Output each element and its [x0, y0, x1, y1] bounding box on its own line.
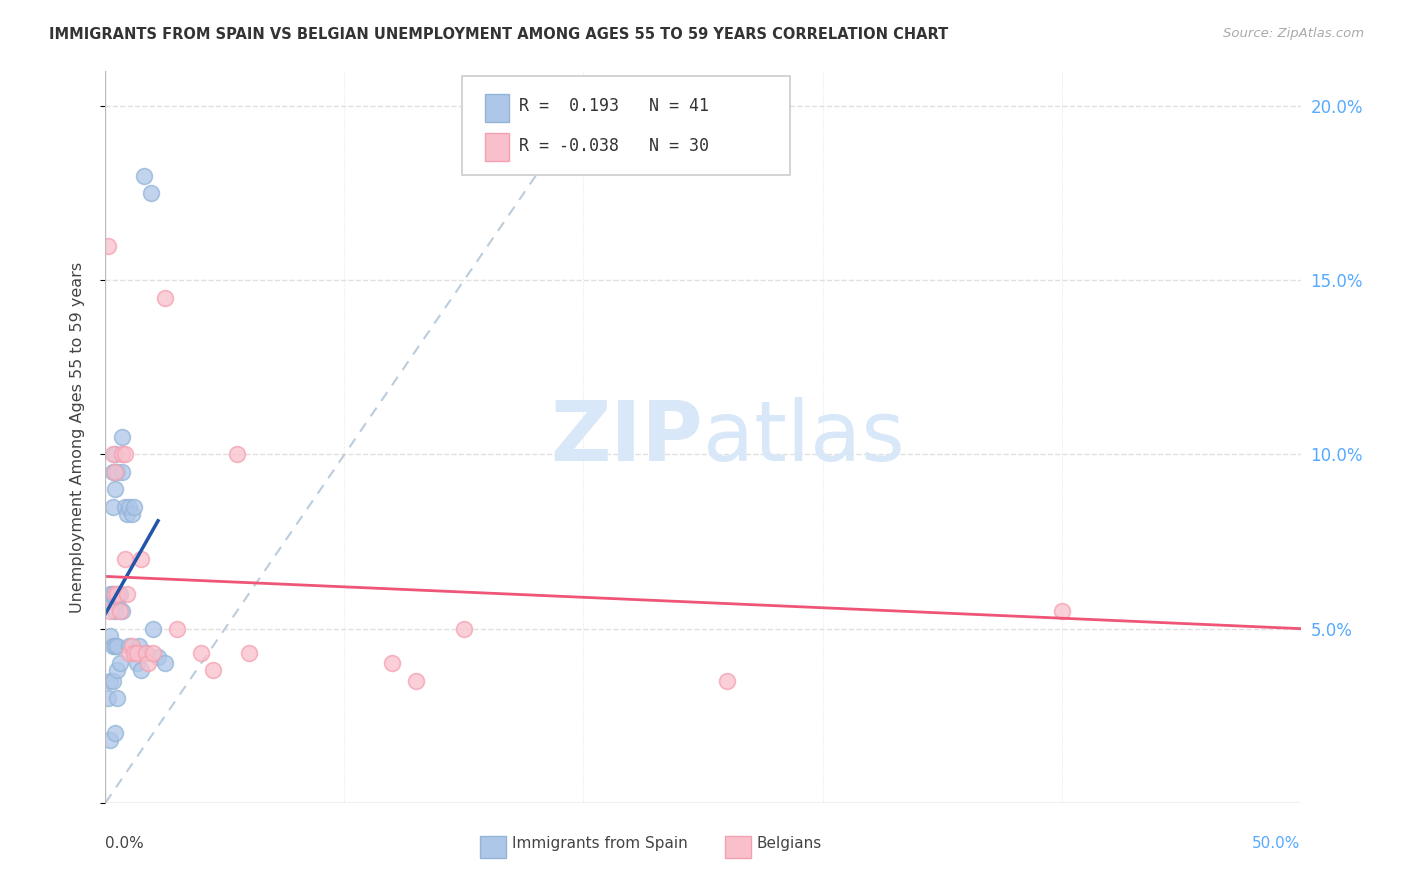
Point [115, 587, 138, 601]
Point [104, 604, 127, 618]
Bar [724, 836, 751, 858]
Point [111, 604, 134, 618]
Point [104, 587, 127, 601]
FancyBboxPatch shape [461, 77, 790, 175]
Bar [485, 134, 509, 161]
Point [125, 646, 148, 660]
Point [118, 639, 141, 653]
Point [101, 587, 124, 601]
Point [132, 169, 155, 183]
Point [202, 664, 225, 678]
Text: R = -0.038   N = 30: R = -0.038 N = 30 [519, 137, 709, 155]
Text: Immigrants from Spain: Immigrants from Spain [512, 836, 688, 851]
Point [108, 657, 131, 671]
Point [114, 500, 136, 514]
Bar [479, 836, 506, 858]
Point [111, 430, 134, 444]
Text: 0.0%: 0.0% [105, 836, 145, 851]
Text: 50.0%: 50.0% [1253, 836, 1301, 851]
Point [104, 483, 127, 497]
Point [122, 646, 145, 660]
Point [118, 500, 141, 514]
Text: Source: ZipAtlas.com: Source: ZipAtlas.com [1223, 27, 1364, 40]
Point [405, 673, 427, 688]
Bar [485, 94, 509, 121]
Point [129, 664, 153, 678]
Point [121, 639, 143, 653]
Point [101, 500, 124, 514]
Point [98, 673, 121, 688]
Point [97, 238, 120, 252]
Point [225, 448, 249, 462]
Point [98, 733, 121, 747]
Y-axis label: Unemployment Among Ages 55 to 59 years: Unemployment Among Ages 55 to 59 years [70, 261, 84, 613]
Point [108, 587, 131, 601]
Point [98, 604, 121, 618]
Point [107, 465, 129, 479]
Text: atlas: atlas [703, 397, 904, 477]
Point [166, 622, 188, 636]
Point [1050, 604, 1073, 618]
Point [135, 646, 157, 660]
Point [104, 726, 127, 740]
Point [107, 587, 129, 601]
Point [98, 629, 121, 643]
Point [107, 594, 129, 608]
Point [453, 622, 475, 636]
Text: R =  0.193   N = 41: R = 0.193 N = 41 [519, 96, 709, 115]
Point [101, 448, 124, 462]
Point [107, 639, 129, 653]
Point [128, 639, 150, 653]
Point [114, 552, 136, 566]
Point [135, 646, 157, 660]
Point [104, 465, 127, 479]
Text: IMMIGRANTS FROM SPAIN VS BELGIAN UNEMPLOYMENT AMONG AGES 55 TO 59 YEARS CORRELAT: IMMIGRANTS FROM SPAIN VS BELGIAN UNEMPLO… [49, 27, 949, 42]
Point [129, 552, 153, 566]
Point [142, 646, 165, 660]
Point [153, 291, 177, 305]
Point [101, 465, 124, 479]
Point [153, 657, 177, 671]
Point [107, 664, 129, 678]
Point [108, 604, 131, 618]
Point [111, 465, 134, 479]
Point [114, 448, 136, 462]
Point [146, 649, 169, 664]
Point [381, 657, 404, 671]
Point [101, 673, 124, 688]
Point [142, 622, 165, 636]
Text: Belgians: Belgians [756, 836, 823, 851]
Point [121, 507, 143, 521]
Point [98, 587, 121, 601]
Point [122, 500, 145, 514]
Point [101, 639, 124, 653]
Point [115, 507, 138, 521]
Text: ZIP: ZIP [551, 397, 703, 477]
Point [104, 639, 127, 653]
Point [190, 646, 212, 660]
Point [238, 646, 260, 660]
Point [104, 448, 127, 462]
Point [138, 657, 160, 671]
Point [118, 646, 141, 660]
Point [107, 691, 129, 706]
Point [97, 691, 120, 706]
Point [97, 594, 120, 608]
Point [139, 186, 162, 201]
Point [111, 448, 134, 462]
Point [716, 673, 738, 688]
Point [125, 657, 148, 671]
